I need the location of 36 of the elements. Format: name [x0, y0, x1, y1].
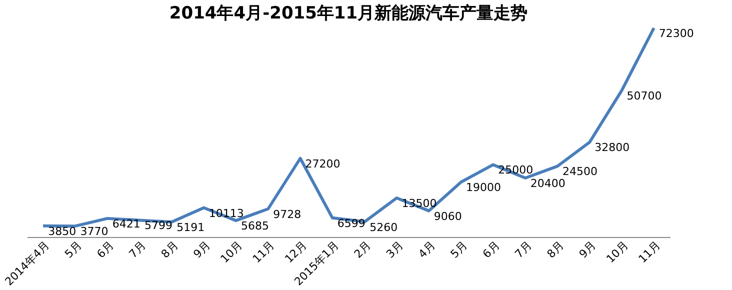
x-tick-label: 9月	[190, 238, 213, 261]
data-label: 20400	[530, 177, 566, 190]
x-tick-label: 11月	[250, 238, 278, 266]
x-tick-label: 2月	[352, 238, 374, 261]
x-tick-label: 3月	[384, 238, 406, 261]
x-tick-label: 6月	[480, 238, 502, 261]
x-tick-label: 6月	[94, 238, 116, 261]
x-tick-label: 5月	[448, 238, 470, 261]
data-label: 32800	[594, 141, 630, 154]
data-label: 3850	[48, 224, 76, 238]
x-tick-label: 7月	[126, 238, 149, 261]
data-label: 6599	[337, 216, 366, 230]
x-tick-label: 5月	[62, 238, 84, 261]
data-label: 5191	[176, 220, 205, 234]
x-tick-label: 12月	[282, 238, 310, 266]
x-tick-label: 9月	[576, 238, 599, 261]
data-label: 24500	[562, 165, 598, 178]
data-label: 9728	[273, 208, 302, 221]
data-label: 5799	[144, 219, 173, 232]
data-label: 27200	[305, 157, 340, 170]
chart-title: 2014年4月-2015年11月新能源汽车产量走势	[169, 4, 528, 24]
data-label: 3770	[80, 225, 108, 238]
x-tick-label: 8月	[544, 238, 566, 261]
data-label: 19000	[466, 181, 502, 194]
x-tick-label: 7月	[512, 238, 534, 261]
data-label: 5685	[240, 220, 269, 233]
data-label: 6421	[112, 217, 140, 230]
x-tick-label: 8月	[158, 238, 181, 261]
data-label: 50700	[626, 89, 662, 102]
x-tick-label: 10月	[604, 238, 631, 266]
data-label: 72300	[658, 27, 694, 40]
data-label: 9060	[434, 210, 462, 223]
x-tick-label: 10月	[218, 238, 245, 266]
x-tick-label: 11月	[636, 238, 663, 266]
x-tick-label: 4月	[416, 238, 438, 261]
data-label: 5260	[370, 220, 398, 234]
